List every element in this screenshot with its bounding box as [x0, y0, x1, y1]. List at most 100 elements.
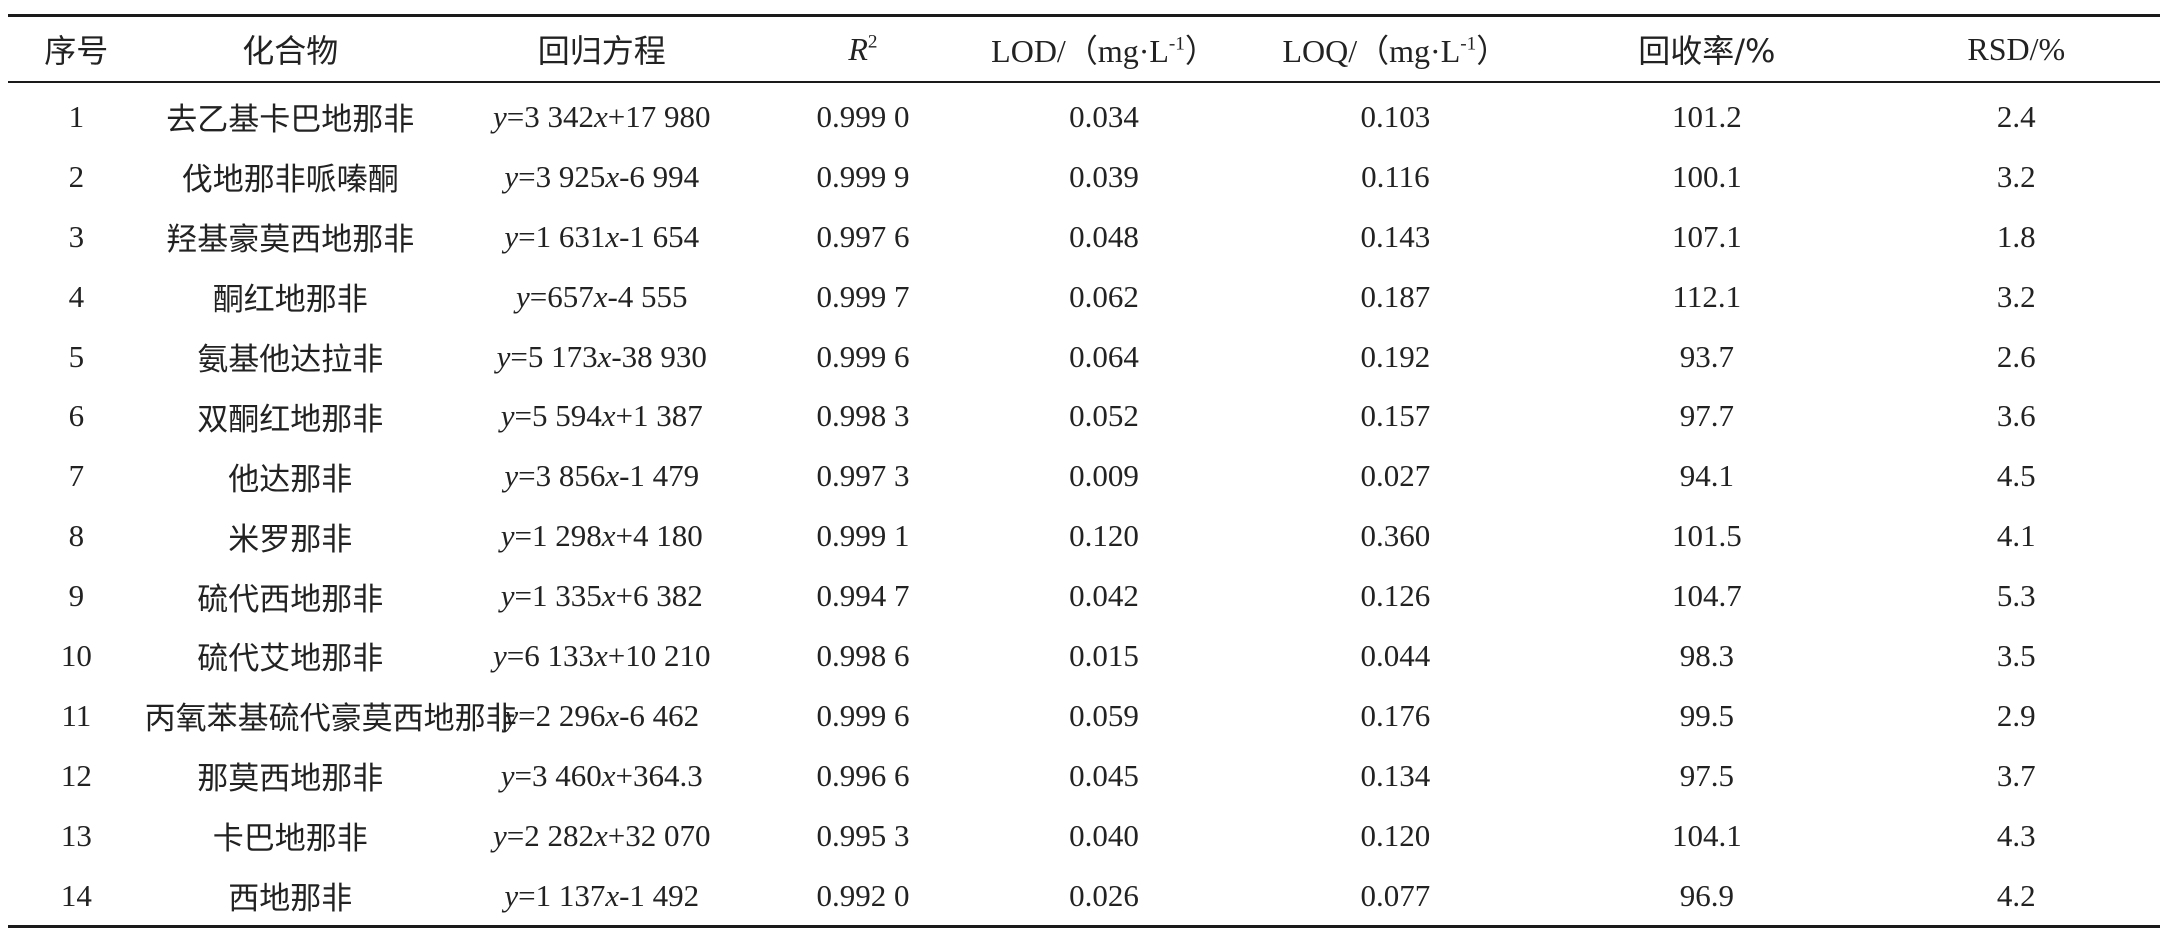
cell-compound: 伐地那非哌嗪酮 — [181, 162, 399, 199]
cell-rsd: 4.1 — [1996, 518, 2036, 554]
equation-intercept: -6 994 — [619, 158, 700, 194]
equation-intercept: +32 070 — [607, 817, 711, 853]
cell-recovery: 100.1 — [1671, 158, 1742, 194]
equation-y: y — [492, 98, 507, 134]
cell-loq: 0.360 — [1360, 518, 1431, 554]
equation-y: y — [492, 817, 507, 853]
cell-equation: y=3 856x-1 479 — [436, 446, 768, 506]
equation-x: x — [601, 398, 616, 434]
equation-x: x — [601, 757, 616, 793]
equation-intercept: +17 980 — [607, 98, 711, 134]
cell-loq: 0.077 — [1360, 877, 1431, 913]
cell-recovery: 99.5 — [1679, 697, 1734, 733]
equation-y: y — [500, 398, 515, 434]
cell-lod: 0.042 — [1069, 578, 1139, 614]
equation-equals: = — [514, 398, 532, 434]
cell-compound: 硫代西地那非 — [197, 581, 384, 618]
equation-equals: = — [518, 218, 536, 254]
cell-compound: 西地那非 — [228, 881, 353, 918]
header-r2: R2 — [768, 16, 959, 83]
cell-compound: 卡巴地那非 — [212, 821, 368, 858]
table-row: 1 去乙基卡巴地那非 y=3 342x+17 980 0.999 0 0.034… — [8, 82, 2160, 147]
cell-r2: 0.999 9 — [816, 158, 910, 194]
equation-x: x — [605, 458, 620, 494]
cell-equation: y=1 137x-1 492 — [436, 866, 768, 927]
cell-compound: 双酮红地那非 — [197, 401, 384, 438]
cell-loq: 0.134 — [1360, 757, 1431, 793]
table-row: 6 双酮红地那非 y=5 594x+1 387 0.998 3 0.052 0.… — [8, 386, 2160, 446]
cell-compound: 米罗那非 — [228, 521, 353, 558]
equation-intercept: -38 930 — [611, 338, 707, 374]
cell-rsd: 4.2 — [1996, 877, 2036, 913]
cell-rsd: 4.3 — [1996, 817, 2036, 853]
cell-equation: y=1 335x+6 382 — [436, 566, 768, 626]
equation-intercept: -6 462 — [619, 697, 700, 733]
cell-loq: 0.027 — [1360, 458, 1431, 494]
table-row: 12 那莫西地那非 y=3 460x+364.3 0.996 6 0.045 0… — [8, 746, 2160, 806]
header-r2-exp: 2 — [867, 31, 878, 53]
equation-x: x — [605, 877, 620, 913]
header-compound: 化合物 — [242, 32, 339, 70]
cell-index: 14 — [60, 877, 92, 913]
cell-r2: 0.995 3 — [816, 817, 910, 853]
cell-lod: 0.034 — [1069, 98, 1139, 134]
cell-r2: 0.999 0 — [816, 98, 910, 134]
table-row: 5 氨基他达拉非 y=5 173x-38 930 0.999 6 0.064 0… — [8, 327, 2160, 387]
cell-r2: 0.992 0 — [816, 877, 910, 913]
cell-recovery: 104.1 — [1671, 817, 1742, 853]
equation-y: y — [492, 637, 507, 673]
cell-index: 1 — [68, 98, 85, 134]
calibration-results-table: 序号 化合物 回归方程 R2 LOD/（mg·L-1） LOQ/（mg·L-1）… — [8, 14, 2160, 928]
cell-rsd: 3.6 — [1996, 398, 2036, 434]
cell-lod: 0.015 — [1069, 637, 1139, 673]
cell-loq: 0.157 — [1360, 398, 1431, 434]
equation-y: y — [504, 158, 519, 194]
cell-r2: 0.996 6 — [816, 757, 910, 793]
equation-equals: = — [506, 98, 525, 134]
equation-equals: = — [514, 518, 532, 554]
cell-equation: y=3 460x+364.3 — [436, 746, 768, 806]
cell-equation: y=5 173x-38 930 — [436, 327, 768, 387]
table-row: 3 羟基豪莫西地那非 y=1 631x-1 654 0.997 6 0.048 … — [8, 207, 2160, 267]
cell-recovery: 112.1 — [1672, 278, 1742, 314]
cell-loq: 0.143 — [1360, 218, 1431, 254]
header-loq-suffix: ） — [1476, 33, 1509, 69]
cell-recovery: 93.7 — [1679, 338, 1734, 374]
cell-equation: y=1 631x-1 654 — [436, 207, 768, 267]
cell-index: 3 — [68, 218, 85, 254]
equation-x: x — [601, 518, 616, 554]
header-lod: LOD/（mg·L-1） — [958, 16, 1249, 83]
header-loq: LOQ/（mg·L-1） — [1250, 16, 1541, 83]
header-index: 序号 — [44, 32, 109, 70]
cell-index: 8 — [68, 518, 85, 554]
header-equation: 回归方程 — [537, 32, 666, 70]
cell-compound: 丙氧苯基硫代豪莫西地那非 — [144, 701, 517, 738]
equation-slope: 3 342 — [524, 98, 594, 134]
equation-slope: 1 137 — [535, 877, 606, 913]
equation-slope: 3 856 — [535, 458, 606, 494]
table-row: 13 卡巴地那非 y=2 282x+32 070 0.995 3 0.040 0… — [8, 806, 2160, 866]
table-header: 序号 化合物 回归方程 R2 LOD/（mg·L-1） LOQ/（mg·L-1）… — [8, 15, 2160, 83]
table-body: 1 去乙基卡巴地那非 y=3 342x+17 980 0.999 0 0.034… — [8, 82, 2160, 927]
cell-recovery: 101.2 — [1671, 98, 1742, 134]
cell-lod: 0.120 — [1069, 518, 1139, 554]
cell-recovery: 97.7 — [1679, 398, 1734, 434]
table-row: 10 硫代艾地那非 y=6 133x+10 210 0.998 6 0.015 … — [8, 626, 2160, 686]
cell-rsd: 3.7 — [1996, 757, 2036, 793]
cell-equation: y=2 296x-6 462 — [436, 686, 768, 746]
cell-r2: 0.997 6 — [816, 218, 910, 254]
equation-intercept: -1 479 — [619, 458, 700, 494]
cell-loq: 0.176 — [1360, 697, 1431, 733]
equation-intercept: -1 654 — [619, 218, 700, 254]
equation-slope: 5 594 — [531, 398, 602, 434]
table-row: 2 伐地那非哌嗪酮 y=3 925x-6 994 0.999 9 0.039 0… — [8, 147, 2160, 207]
equation-y: y — [496, 338, 511, 374]
cell-compound: 酮红地那非 — [212, 282, 368, 319]
cell-loq: 0.187 — [1360, 278, 1431, 314]
cell-index: 11 — [61, 697, 92, 733]
cell-equation: y=6 133x+10 210 — [436, 626, 768, 686]
header-lod-prefix: LOD/（mg·L — [991, 33, 1169, 69]
equation-equals: = — [518, 697, 536, 733]
cell-loq: 0.103 — [1360, 98, 1431, 134]
equation-intercept: +10 210 — [607, 637, 711, 673]
